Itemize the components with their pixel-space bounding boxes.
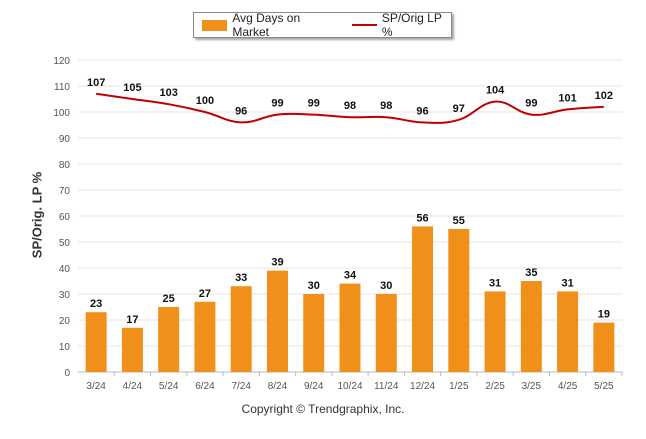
y-tick-label: 0 bbox=[64, 368, 70, 379]
x-tick-label: 7/24 bbox=[231, 381, 251, 392]
bar-data-label: 30 bbox=[308, 280, 320, 292]
x-tick-label: 8/24 bbox=[268, 381, 288, 392]
y-tick-label: 80 bbox=[59, 160, 71, 171]
chart-legend: Avg Days on Market SP/Orig LP % bbox=[193, 11, 452, 39]
series-line bbox=[95, 92, 604, 124]
bar-data-label: 31 bbox=[489, 277, 501, 289]
line-data-label: 98 bbox=[344, 100, 356, 112]
line-data-label: 102 bbox=[595, 90, 613, 102]
bar-data-label: 55 bbox=[453, 215, 465, 227]
y-tick-label: 70 bbox=[59, 186, 71, 197]
y-tick-label: 120 bbox=[53, 56, 70, 67]
legend-bar-label: Avg Days on Market bbox=[232, 11, 301, 39]
line-data-label: 107 bbox=[87, 77, 105, 89]
y-tick-label: 10 bbox=[59, 342, 71, 353]
bar bbox=[520, 281, 542, 372]
y-axis-label: SP/Orig. LP % bbox=[29, 171, 45, 259]
x-tick-label: 12/24 bbox=[410, 381, 435, 392]
bar-data-label: 19 bbox=[598, 309, 610, 321]
bar bbox=[158, 307, 180, 372]
bar-data-label: 27 bbox=[199, 288, 211, 300]
bar-data-label: 34 bbox=[344, 270, 357, 282]
line-data-label: 97 bbox=[453, 103, 465, 115]
bar-data-label: 33 bbox=[235, 272, 247, 284]
x-tick-label: 4/24 bbox=[123, 381, 143, 392]
line-data-label: 99 bbox=[525, 98, 537, 110]
y-tick-label: 90 bbox=[59, 134, 71, 145]
y-tick-label: 110 bbox=[54, 82, 70, 93]
bar bbox=[557, 291, 579, 372]
bar-data-label: 39 bbox=[271, 257, 283, 269]
y-tick-label: 40 bbox=[59, 264, 71, 275]
legend-item-line: SP/Orig LP % bbox=[351, 11, 452, 39]
bar-data-label: 25 bbox=[163, 293, 175, 305]
y-tick-label: 30 bbox=[59, 290, 71, 301]
bar bbox=[339, 283, 361, 372]
bar bbox=[266, 270, 288, 372]
legend-line-swatch bbox=[351, 24, 377, 26]
bar-data-label: 23 bbox=[90, 298, 102, 310]
legend-line-label: SP/Orig LP % bbox=[381, 11, 442, 39]
bar bbox=[375, 294, 397, 372]
bar bbox=[121, 327, 143, 372]
x-tick-label: 2/25 bbox=[485, 381, 505, 392]
bar bbox=[85, 312, 107, 372]
x-tick-label: 1/25 bbox=[449, 381, 469, 392]
x-tick-label: 3/25 bbox=[522, 381, 542, 392]
line-data-label: 96 bbox=[235, 105, 247, 117]
line-data-label: 104 bbox=[486, 85, 505, 97]
line-data-label: 99 bbox=[308, 98, 320, 110]
bar-data-label: 17 bbox=[126, 314, 138, 326]
bar bbox=[448, 229, 470, 372]
bar-data-label: 31 bbox=[561, 277, 573, 289]
bar bbox=[484, 291, 506, 372]
x-tick-label: 9/24 bbox=[304, 381, 324, 392]
y-tick-label: 20 bbox=[59, 316, 71, 327]
line-data-label: 103 bbox=[159, 87, 177, 99]
line-data-label: 105 bbox=[123, 82, 141, 94]
x-tick-label: 11/24 bbox=[374, 381, 399, 392]
x-tick-label: 5/25 bbox=[594, 381, 614, 392]
bar-data-label: 30 bbox=[380, 280, 392, 292]
y-tick-label: 50 bbox=[59, 238, 71, 249]
bar-data-label: 56 bbox=[416, 212, 428, 224]
x-tick-label: 5/24 bbox=[159, 381, 179, 392]
line-data-label: 100 bbox=[196, 95, 214, 107]
legend-item-bar: Avg Days on Market bbox=[202, 11, 334, 39]
bar bbox=[593, 322, 615, 372]
y-tick-label: 60 bbox=[59, 212, 71, 223]
copyright-footer: Copyright © Trendgraphix, Inc. bbox=[241, 402, 405, 416]
line-data-label: 99 bbox=[271, 98, 283, 110]
x-tick-label: 3/24 bbox=[86, 381, 106, 392]
y-tick-label: 100 bbox=[53, 108, 70, 119]
line-data-label: 96 bbox=[416, 105, 428, 117]
x-tick-label: 4/25 bbox=[558, 381, 578, 392]
bar bbox=[194, 301, 216, 372]
bar bbox=[230, 286, 252, 372]
legend-bar-swatch bbox=[202, 19, 228, 31]
x-tick-label: 10/24 bbox=[337, 381, 362, 392]
bar bbox=[303, 294, 325, 372]
line-data-label: 101 bbox=[558, 92, 576, 104]
line-data-label: 98 bbox=[380, 100, 392, 112]
bar bbox=[412, 226, 434, 372]
bar-data-label: 35 bbox=[525, 267, 537, 279]
x-tick-label: 6/24 bbox=[195, 381, 215, 392]
